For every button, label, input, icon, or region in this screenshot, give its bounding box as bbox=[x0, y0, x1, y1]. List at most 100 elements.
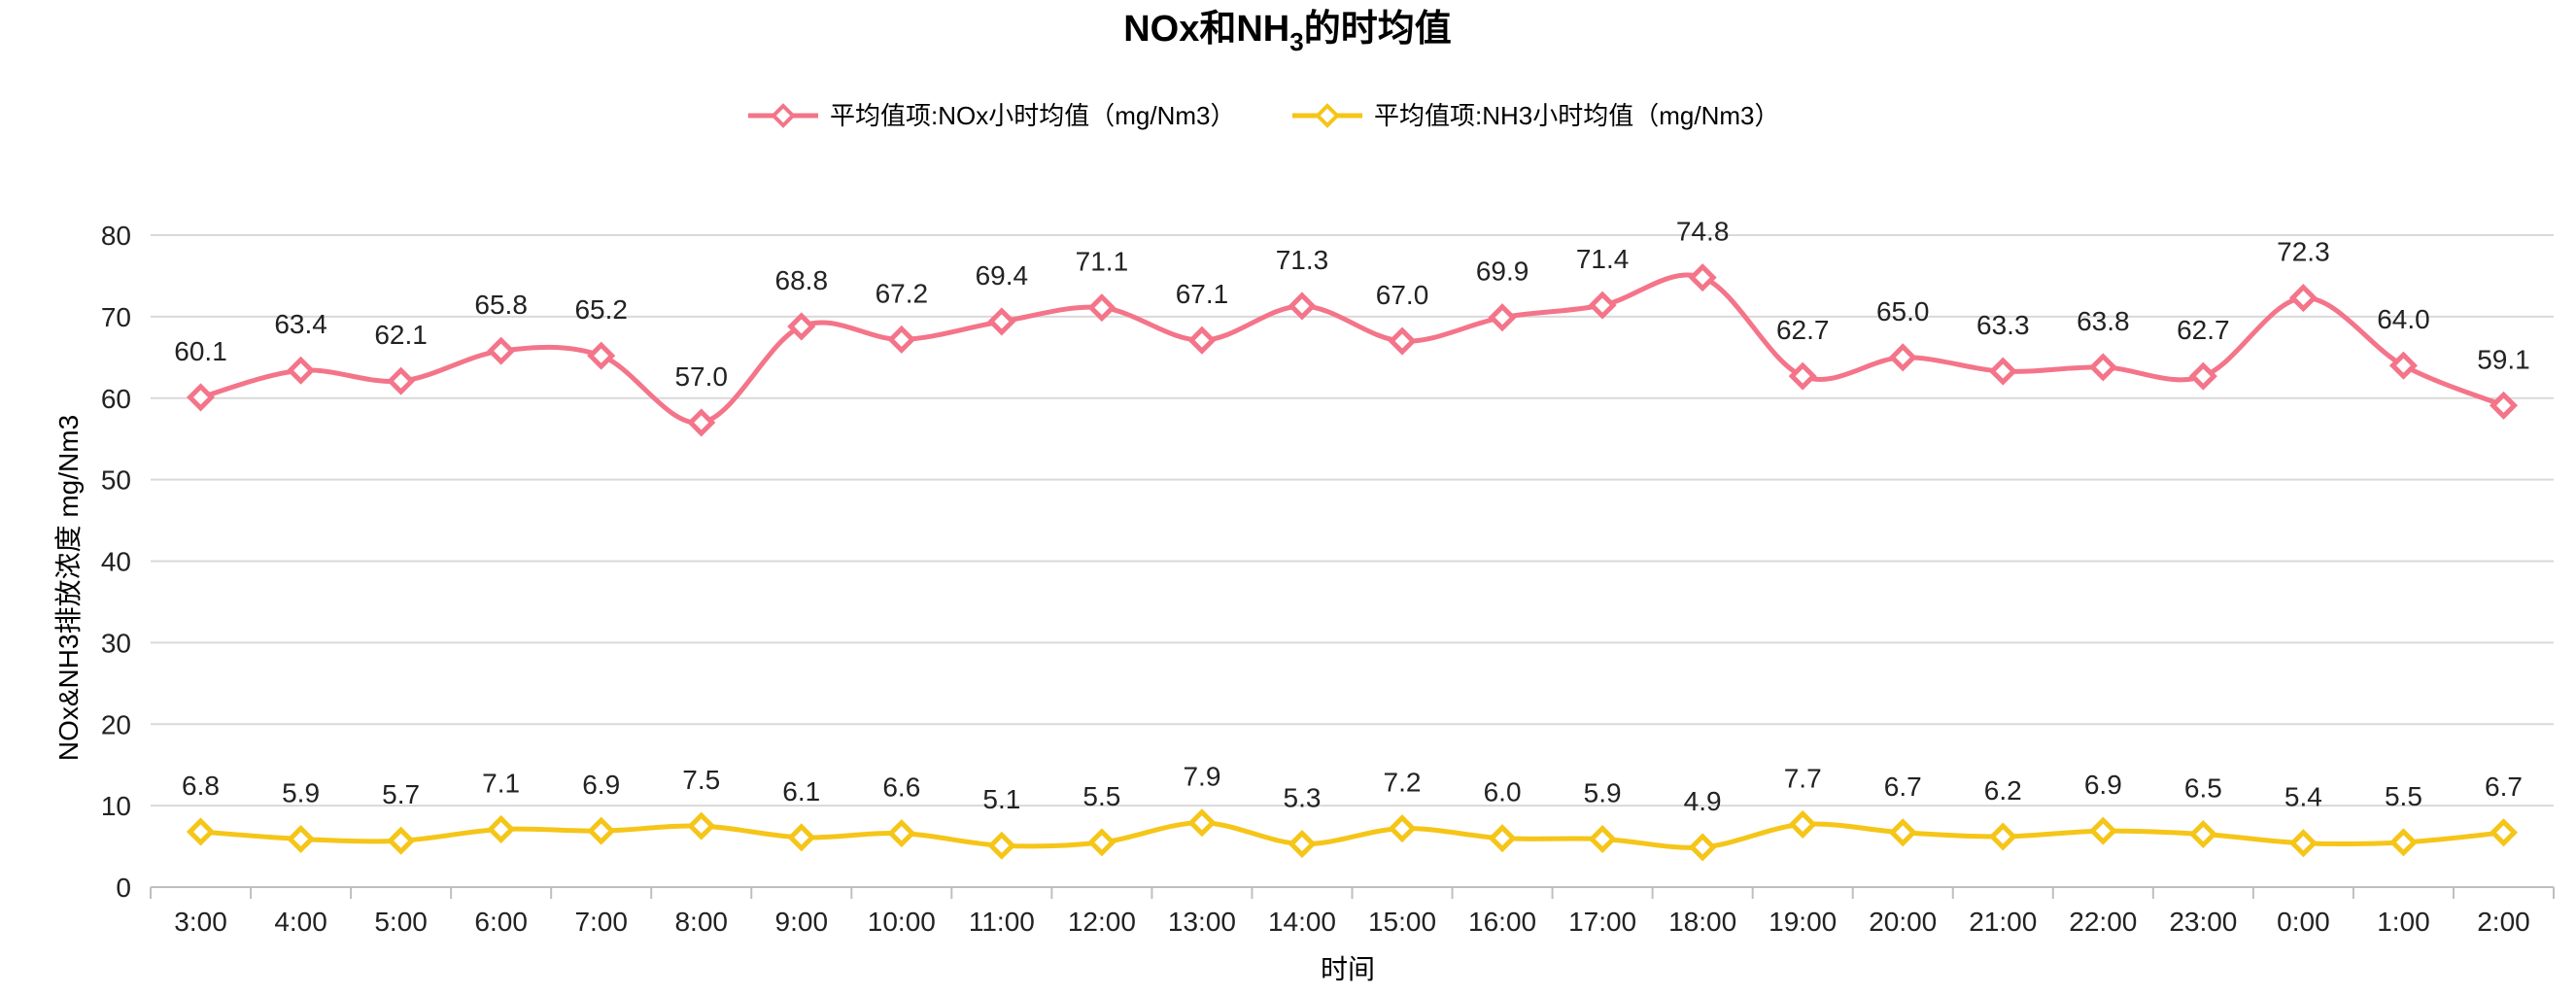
data-label: 5.1 bbox=[982, 784, 1020, 814]
x-axis-title: 时间 bbox=[1321, 954, 1375, 984]
y-tick-label: 0 bbox=[116, 873, 131, 903]
data-point bbox=[387, 826, 416, 855]
data-label: 5.5 bbox=[2385, 781, 2422, 811]
x-tick-label: 19:00 bbox=[1769, 907, 1837, 937]
data-point bbox=[987, 831, 1016, 860]
data-label: 64.0 bbox=[2377, 304, 2430, 334]
data-label: 5.3 bbox=[1284, 783, 1322, 813]
data-point bbox=[1588, 291, 1617, 320]
x-tick-label: 2:00 bbox=[2477, 907, 2530, 937]
data-point bbox=[1087, 293, 1116, 323]
chart-title-part1: NOx和NH bbox=[1123, 9, 1289, 50]
data-point bbox=[887, 325, 916, 354]
data-label: 59.1 bbox=[2477, 344, 2530, 374]
data-point bbox=[1087, 828, 1116, 857]
data-label: 7.2 bbox=[1384, 768, 1422, 798]
x-tick-label: 17:00 bbox=[1568, 907, 1636, 937]
data-label: 71.1 bbox=[1076, 247, 1129, 277]
data-label: 4.9 bbox=[1684, 786, 1722, 816]
data-label: 72.3 bbox=[2277, 237, 2330, 267]
data-point bbox=[2088, 816, 2117, 845]
data-label: 5.7 bbox=[382, 779, 420, 809]
data-label: 7.1 bbox=[482, 768, 520, 798]
legend-item-nh3: 平均值项:NH3小时均值（mg/Nm3） bbox=[1292, 101, 1779, 130]
series-nox: 60.1 63.4 62.1 65.8 65.2 57.0 68.8 67.2 69.4 71.1… bbox=[174, 217, 2530, 437]
x-tick-label: 6:00 bbox=[474, 907, 528, 937]
x-tick-label: 15:00 bbox=[1368, 907, 1436, 937]
legend-label: 平均值项:NH3小时均值（mg/Nm3） bbox=[1374, 101, 1779, 130]
data-label: 5.4 bbox=[2284, 782, 2322, 812]
data-label: 7.7 bbox=[1784, 763, 1822, 793]
data-label: 67.1 bbox=[1176, 279, 1229, 309]
series-group: 60.1 63.4 62.1 65.8 65.2 57.0 68.8 67.2 69.4 71.1… bbox=[174, 217, 2530, 862]
data-label: 6.1 bbox=[782, 776, 820, 806]
data-label: 6.9 bbox=[582, 770, 620, 800]
data-point bbox=[887, 819, 916, 848]
x-tick-label: 22:00 bbox=[2069, 907, 2137, 937]
data-label: 65.0 bbox=[1876, 296, 1930, 326]
data-point bbox=[2388, 351, 2418, 380]
data-label: 7.9 bbox=[1183, 762, 1220, 792]
data-label: 6.5 bbox=[2184, 772, 2222, 803]
data-label: 6.6 bbox=[882, 772, 920, 803]
data-point bbox=[1388, 326, 1417, 356]
data-point bbox=[2188, 361, 2217, 391]
series-nh3: 6.8 5.9 5.7 7.1 6.9 7.5 6.1 6.6 5.1 5.5 7.9 5.3 7.2 6… bbox=[182, 762, 2523, 862]
data-point bbox=[587, 816, 616, 845]
data-point bbox=[1988, 822, 2017, 851]
data-point bbox=[587, 341, 616, 370]
x-tick-label: 12:00 bbox=[1068, 907, 1136, 937]
data-point bbox=[2388, 828, 2418, 857]
data-label: 69.9 bbox=[1476, 257, 1529, 287]
y-tick-label: 70 bbox=[101, 302, 131, 332]
data-label: 69.4 bbox=[976, 260, 1029, 291]
data-label: 71.3 bbox=[1276, 245, 1329, 275]
data-label: 57.0 bbox=[674, 361, 728, 392]
x-tick-label: 8:00 bbox=[674, 907, 728, 937]
data-label: 6.8 bbox=[182, 771, 220, 801]
y-tick-label: 80 bbox=[101, 221, 131, 251]
data-label: 6.2 bbox=[1984, 775, 2022, 806]
data-label: 6.7 bbox=[1884, 772, 1922, 802]
data-label: 63.4 bbox=[274, 309, 327, 339]
data-label: 63.8 bbox=[2077, 306, 2130, 336]
data-label: 71.4 bbox=[1576, 244, 1630, 274]
data-point bbox=[687, 811, 716, 841]
data-point bbox=[1688, 833, 1717, 862]
y-axis: 0 10 20 30 40 50 60 70 80 bbox=[101, 221, 131, 903]
data-label: 65.2 bbox=[574, 294, 628, 325]
data-point bbox=[787, 312, 816, 341]
data-point bbox=[687, 408, 716, 437]
data-point bbox=[1588, 824, 1617, 854]
y-tick-label: 10 bbox=[101, 791, 131, 821]
chart-title-part2: 的时均值 bbox=[1304, 9, 1452, 50]
data-point bbox=[1688, 263, 1717, 292]
data-point bbox=[2489, 391, 2519, 420]
data-label: 67.2 bbox=[876, 278, 929, 308]
legend-marker bbox=[771, 103, 796, 128]
data-label: 63.3 bbox=[1976, 310, 2030, 340]
data-label: 65.8 bbox=[474, 290, 528, 320]
data-label: 67.0 bbox=[1376, 280, 1429, 310]
data-point bbox=[1388, 814, 1417, 843]
y-tick-label: 40 bbox=[101, 547, 131, 577]
legend: 平均值项:NOx小时均值（mg/Nm3） 平均值项:NH3小时均值（mg/Nm3） bbox=[748, 101, 1779, 130]
x-tick-label: 1:00 bbox=[2377, 907, 2430, 937]
data-point bbox=[1488, 824, 1517, 853]
y-tick-label: 60 bbox=[101, 384, 131, 414]
y-tick-label: 20 bbox=[101, 709, 131, 739]
data-point bbox=[487, 336, 516, 365]
data-point bbox=[287, 824, 316, 854]
x-tick-label: 9:00 bbox=[775, 907, 829, 937]
data-point bbox=[1788, 809, 1817, 839]
legend-label: 平均值项:NOx小时均值（mg/Nm3） bbox=[830, 101, 1235, 130]
x-tick-label: 3:00 bbox=[174, 907, 227, 937]
x-tick-label: 0:00 bbox=[2277, 907, 2330, 937]
data-point bbox=[487, 814, 516, 843]
data-label: 62.7 bbox=[1776, 315, 1830, 345]
x-tick-label: 18:00 bbox=[1668, 907, 1736, 937]
x-tick-label: 20:00 bbox=[1869, 907, 1937, 937]
data-point bbox=[387, 366, 416, 395]
data-label: 74.8 bbox=[1676, 217, 1730, 247]
